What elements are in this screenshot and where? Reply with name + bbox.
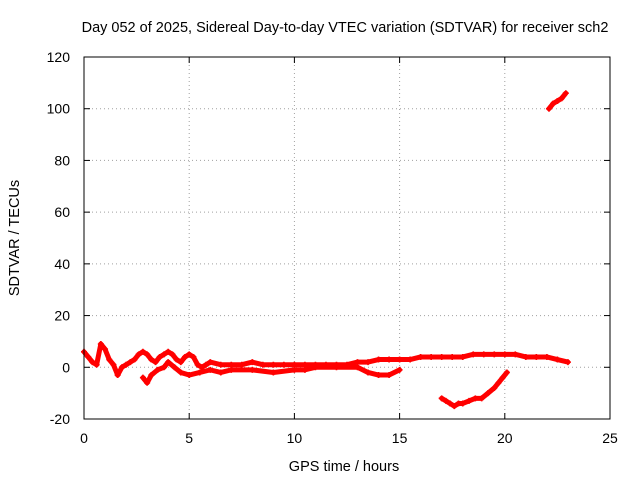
data-trail bbox=[500, 369, 510, 381]
x-tick-label: 25 bbox=[602, 430, 618, 446]
data-trail bbox=[270, 367, 297, 375]
x-tick-label: 5 bbox=[185, 430, 193, 446]
data-trail bbox=[559, 90, 569, 101]
y-tick-label: 0 bbox=[62, 359, 70, 375]
series-dip-branch bbox=[438, 369, 510, 410]
y-tick-label: -20 bbox=[50, 411, 70, 427]
data-trail bbox=[94, 341, 104, 368]
data-trail bbox=[386, 367, 403, 378]
y-tick-label: 20 bbox=[54, 308, 70, 324]
series-main-band-lower bbox=[139, 359, 403, 386]
plot-frame bbox=[83, 56, 611, 420]
data-points bbox=[81, 90, 571, 410]
y-tick-label: 80 bbox=[54, 152, 70, 168]
data-trail bbox=[554, 357, 571, 365]
grid bbox=[84, 57, 610, 419]
x-tick-label: 0 bbox=[80, 430, 88, 446]
y-tick-label: 100 bbox=[47, 101, 71, 117]
x-tick-label: 20 bbox=[497, 430, 513, 446]
data-trail bbox=[249, 367, 276, 375]
y-ticks: -20 0 20 40 60 80 100 120 bbox=[47, 49, 610, 427]
x-ticks: 0 5 10 15 20 25 bbox=[80, 57, 618, 446]
x-tick-label: 15 bbox=[392, 430, 408, 446]
x-axis-label: GPS time / hours bbox=[289, 459, 399, 475]
y-tick-label: 60 bbox=[54, 204, 70, 220]
series-main-band bbox=[81, 341, 571, 379]
y-tick-label: 120 bbox=[47, 49, 71, 65]
y-tick-label: 40 bbox=[54, 256, 70, 272]
x-tick-label: 10 bbox=[287, 430, 303, 446]
y-axis-label: SDTVAR / TECUs bbox=[7, 180, 23, 296]
series-high-branch bbox=[545, 90, 569, 112]
chart-title: Day 052 of 2025, Sidereal Day-to-day VTE… bbox=[82, 20, 609, 36]
